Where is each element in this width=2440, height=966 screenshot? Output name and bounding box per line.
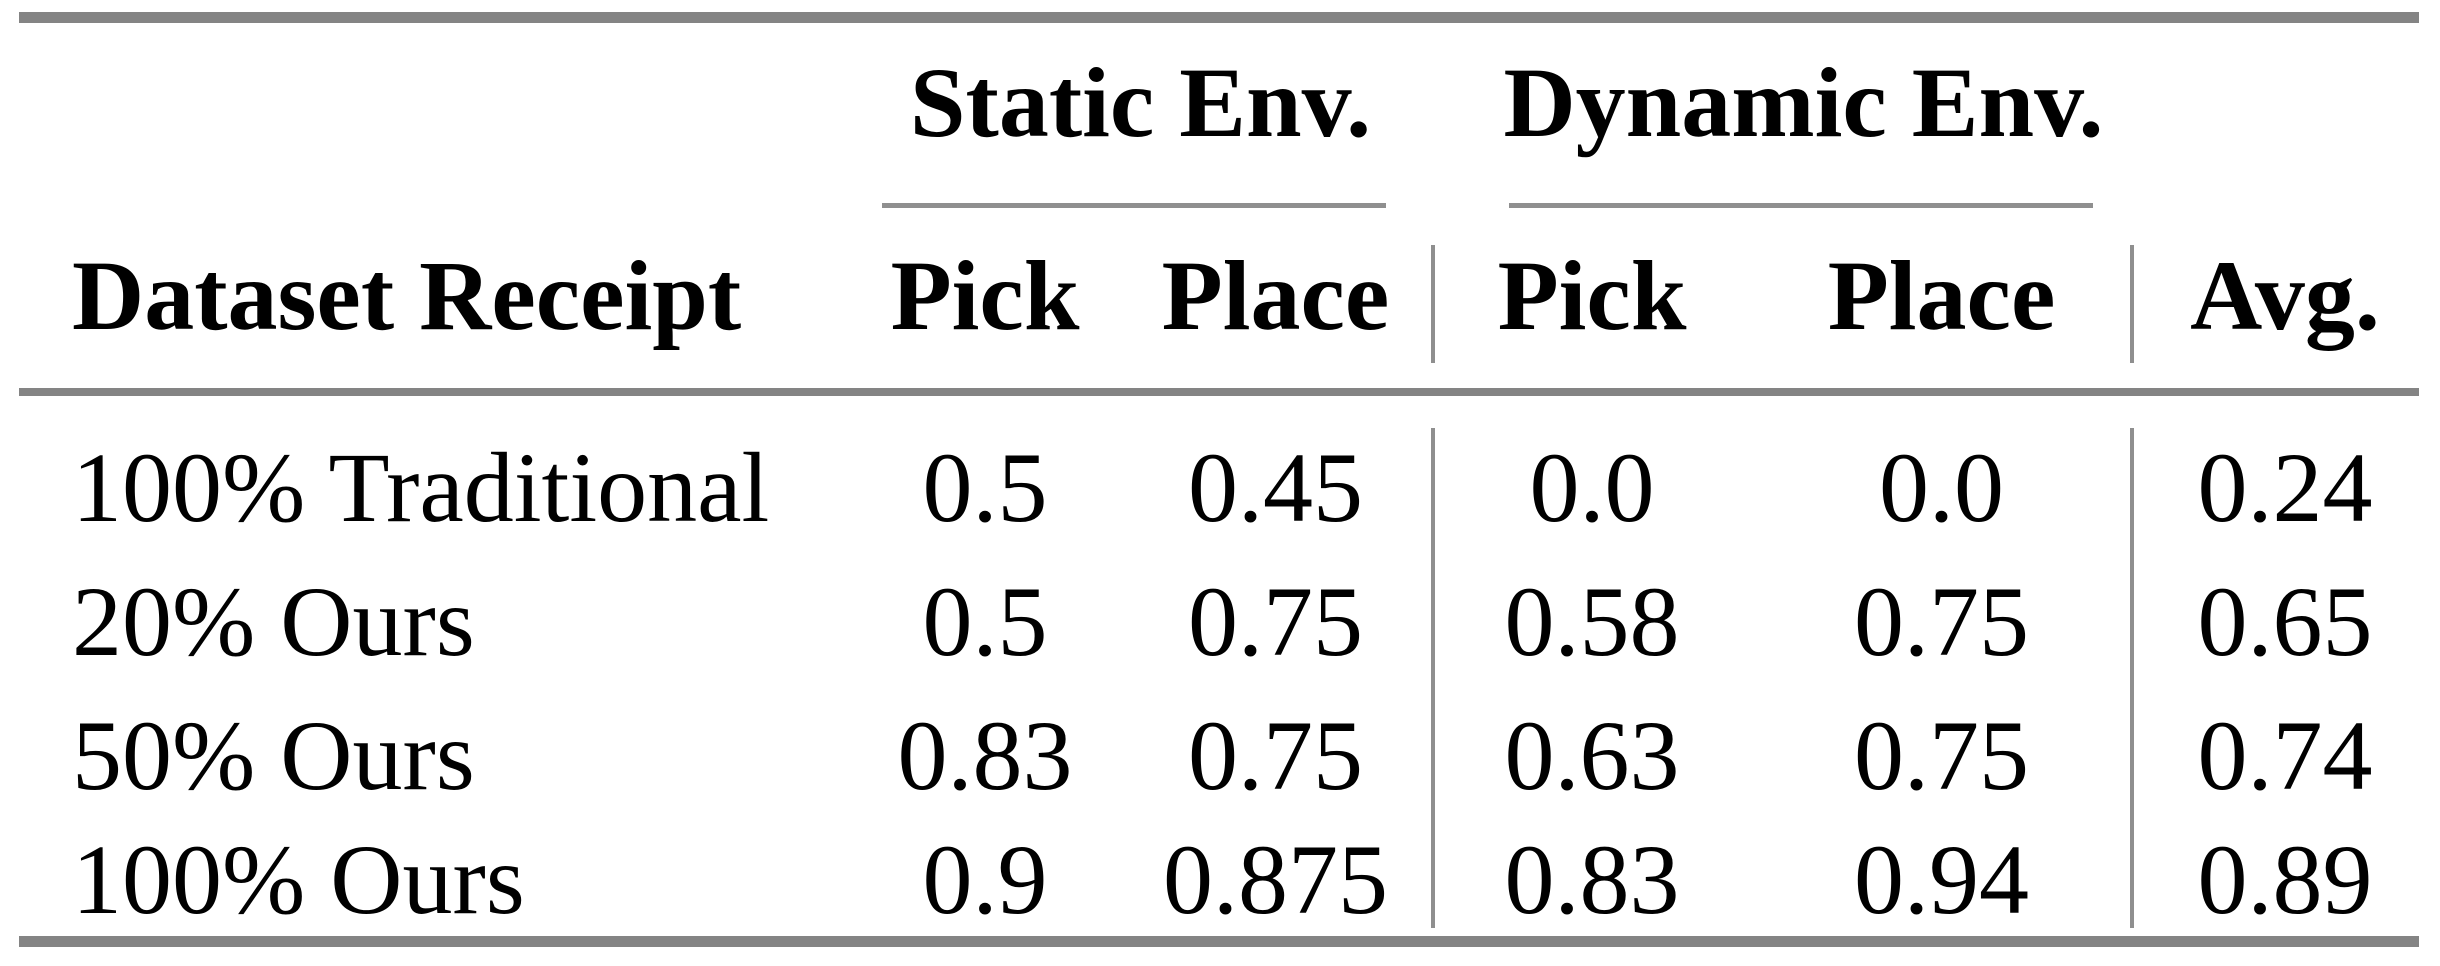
cell-static-place: 0.75: [1188, 700, 1363, 811]
vertical-rule-avg-header: [2130, 245, 2134, 363]
vertical-rule-static-dynamic-header: [1431, 245, 1435, 363]
group-header-static-env: Static Env.: [909, 47, 1372, 158]
cell-static-place: 0.45: [1188, 432, 1363, 543]
cell-static-place: 0.875: [1163, 823, 1388, 935]
cell-dynamic-pick: 0.0: [1529, 432, 1655, 543]
cell-static-pick: 0.5: [922, 566, 1048, 677]
row-label: 100% Traditional: [72, 432, 770, 543]
bottomrule: [19, 936, 2419, 947]
cell-static-pick: 0.9: [922, 823, 1048, 935]
cell-dynamic-pick: 0.83: [1504, 823, 1680, 935]
cell-dynamic-pick: 0.58: [1504, 566, 1680, 677]
row-label: 50% Ours: [72, 700, 475, 811]
cmidrule-dynamic-env: [1509, 203, 2093, 208]
cell-dynamic-pick: 0.63: [1504, 700, 1680, 811]
spacer-cell: [0, 388, 2440, 421]
cell-avg: 0.74: [2197, 700, 2373, 811]
group-header-empty-cell-avg: [2130, 25, 2440, 203]
cell-dynamic-place: 0.75: [1854, 566, 2029, 677]
cell-dynamic-place: 0.75: [1854, 700, 2029, 811]
column-header-row: Dataset Receipt Pick Place Pick Place Av…: [0, 203, 2440, 388]
vertical-rule-avg-body: [2130, 428, 2134, 928]
toprule: [19, 12, 2419, 23]
col-header-dataset-receipt: Dataset Receipt: [72, 239, 742, 351]
cell-avg: 0.24: [2197, 432, 2373, 543]
table-row: 100% Ours 0.9 0.875 0.83 0.94 0.89: [0, 823, 2440, 936]
col-header-avg: Avg.: [2190, 239, 2380, 351]
results-table: Static Env. Dynamic Env. Dataset Receipt…: [0, 25, 2440, 936]
group-header-dynamic-env: Dynamic Env.: [1503, 47, 2104, 158]
cell-dynamic-place: 0.0: [1879, 432, 2004, 543]
cell-dynamic-place: 0.94: [1854, 823, 2029, 935]
group-header-row: Static Env. Dynamic Env.: [0, 25, 2440, 203]
cmidrule-static-env: [882, 203, 1386, 208]
table-row: 100% Traditional 0.5 0.45 0.0 0.0 0.24: [0, 421, 2440, 555]
row-label: 100% Ours: [72, 823, 525, 935]
table-row: 50% Ours 0.83 0.75 0.63 0.75 0.74: [0, 689, 2440, 823]
row-label: 20% Ours: [72, 566, 475, 677]
cell-static-pick: 0.5: [922, 432, 1048, 543]
group-header-empty-cell: [0, 25, 850, 203]
cell-static-pick: 0.83: [897, 700, 1073, 811]
vertical-rule-static-dynamic-body: [1431, 428, 1435, 928]
cell-avg: 0.89: [2197, 823, 2373, 935]
col-header-dynamic-pick: Pick: [1497, 239, 1687, 351]
cell-static-place: 0.75: [1188, 566, 1363, 677]
cell-avg: 0.65: [2197, 566, 2373, 677]
col-header-static-place: Place: [1161, 239, 1390, 351]
col-header-dynamic-place: Place: [1827, 239, 2056, 351]
spacer-row: [0, 388, 2440, 421]
table-row: 20% Ours 0.5 0.75 0.58 0.75 0.65: [0, 555, 2440, 689]
midrule: [19, 388, 2419, 396]
col-header-static-pick: Pick: [890, 239, 1080, 351]
